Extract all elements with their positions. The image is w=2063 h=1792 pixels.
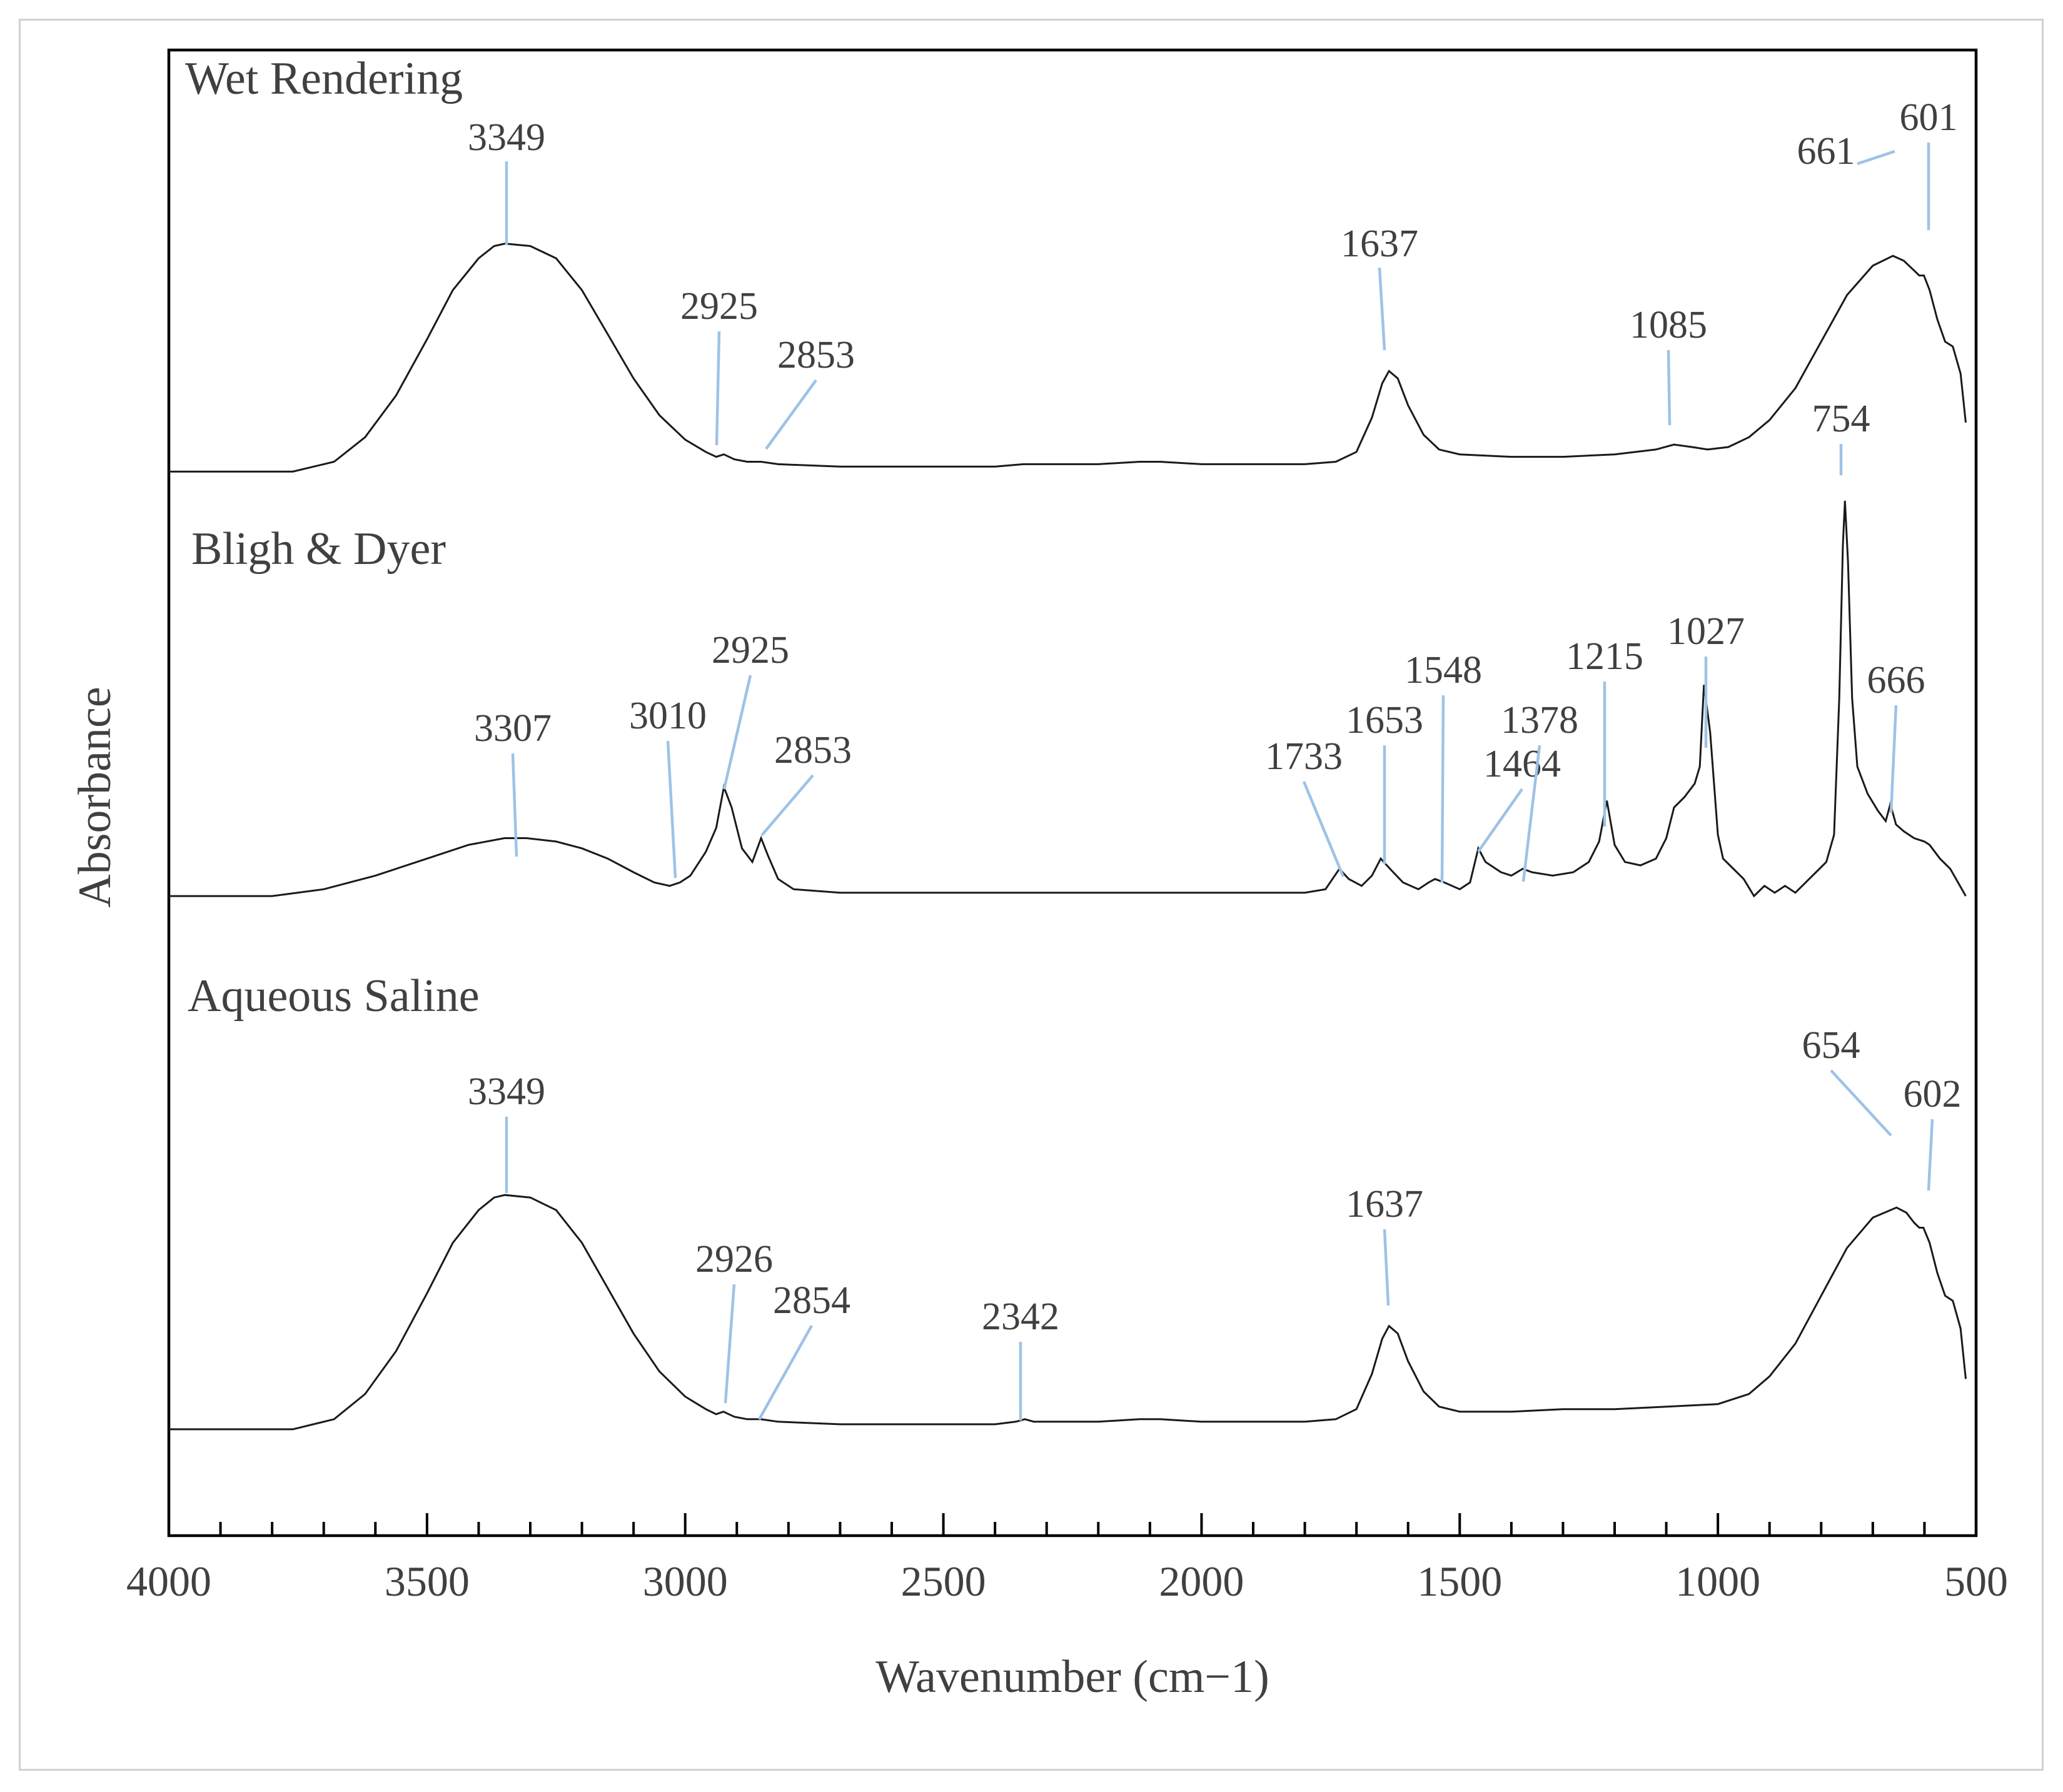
peak-label: 666 <box>1867 659 1925 702</box>
peak-label: 2854 <box>773 1279 850 1322</box>
peak-leader-line <box>765 379 817 450</box>
peak-leader-line <box>715 331 721 446</box>
peak-label: 601 <box>1900 96 1958 139</box>
x-tick-labels: 4000 3500 3000 2500 2000 1500 1000 500 <box>126 1558 2008 1605</box>
peak-leader-line <box>666 740 677 878</box>
peak-label: 1653 <box>1346 699 1423 742</box>
series-labels: Wet Rendering Bligh & Dyer Aqueous Saline <box>185 53 480 1022</box>
x-tick-label: 1000 <box>1675 1558 1760 1605</box>
peak-label: 1378 <box>1501 699 1578 742</box>
peak-leader-line <box>1378 267 1386 351</box>
peak-leader-line <box>758 1324 813 1421</box>
x-tick-label: 3500 <box>385 1558 470 1605</box>
peak-label: 1215 <box>1566 635 1643 678</box>
peak-label: 3307 <box>474 707 552 750</box>
peak-label: 2925 <box>712 629 789 672</box>
peak-leader-line <box>1440 695 1445 883</box>
peak-leader-line <box>722 675 752 790</box>
x-tick-label: 3000 <box>643 1558 728 1605</box>
peak-leader-line <box>760 774 814 837</box>
series-label: Wet Rendering <box>185 53 463 104</box>
x-tick-label: 500 <box>1944 1558 2008 1605</box>
peak-leader-line <box>511 753 518 857</box>
peak-label: 1027 <box>1667 610 1745 653</box>
series-line-aqueous-saline <box>169 1194 1967 1431</box>
peak-leader-line <box>1302 781 1345 877</box>
peak-label: 2342 <box>982 1296 1059 1338</box>
spectra-traces <box>169 243 1967 1431</box>
peak-label: 2925 <box>680 285 758 328</box>
peak-label: 2853 <box>774 729 852 772</box>
x-tick-label: 2500 <box>901 1558 986 1605</box>
peak-label: 754 <box>1812 398 1870 440</box>
peak-leader-line <box>724 1284 736 1404</box>
figure-frame <box>19 19 2044 1771</box>
peak-leader-line <box>1477 788 1523 853</box>
x-tick-label: 1500 <box>1417 1558 1502 1605</box>
peak-leader-line <box>1521 745 1541 882</box>
peak-label: 654 <box>1802 1024 1860 1067</box>
peak-label: 1464 <box>1483 743 1561 785</box>
peak-label: 2926 <box>695 1238 773 1281</box>
peak-label: 2853 <box>777 334 855 376</box>
x-axis-ticks <box>168 1513 1977 1536</box>
series-label: Bligh & Dyer <box>191 523 446 575</box>
peak-label: 3349 <box>468 1070 545 1113</box>
peak-label: 1637 <box>1346 1183 1423 1226</box>
peak-leader-line <box>1830 1069 1892 1137</box>
peak-label: 1733 <box>1265 735 1343 778</box>
peak-leader-line <box>1667 350 1672 426</box>
peak-label: 3349 <box>468 116 545 159</box>
peak-leader-line <box>1383 1229 1390 1306</box>
peak-leader-line <box>1857 149 1895 166</box>
peak-label: 602 <box>1904 1073 1962 1115</box>
peak-label: 1548 <box>1405 649 1482 692</box>
peak-label: 3010 <box>629 695 707 737</box>
peak-label: 1637 <box>1341 223 1418 265</box>
y-axis-title: Absorbance <box>69 687 121 907</box>
peak-label: 661 <box>1797 130 1855 173</box>
plot-area <box>167 48 1978 1538</box>
x-axis-title: Wavenumber (cm−1) <box>875 1651 1269 1703</box>
x-tick-label: 2000 <box>1159 1558 1244 1605</box>
series-line-wet-rendering <box>169 243 1967 473</box>
peak-leader-line <box>1927 1119 1934 1191</box>
peak-label: 1085 <box>1630 304 1707 346</box>
series-line-bligh-dyer <box>169 500 1967 898</box>
x-tick-label: 4000 <box>126 1558 211 1605</box>
peak-leader-line <box>1889 705 1898 813</box>
series-label: Aqueous Saline <box>188 970 480 1022</box>
